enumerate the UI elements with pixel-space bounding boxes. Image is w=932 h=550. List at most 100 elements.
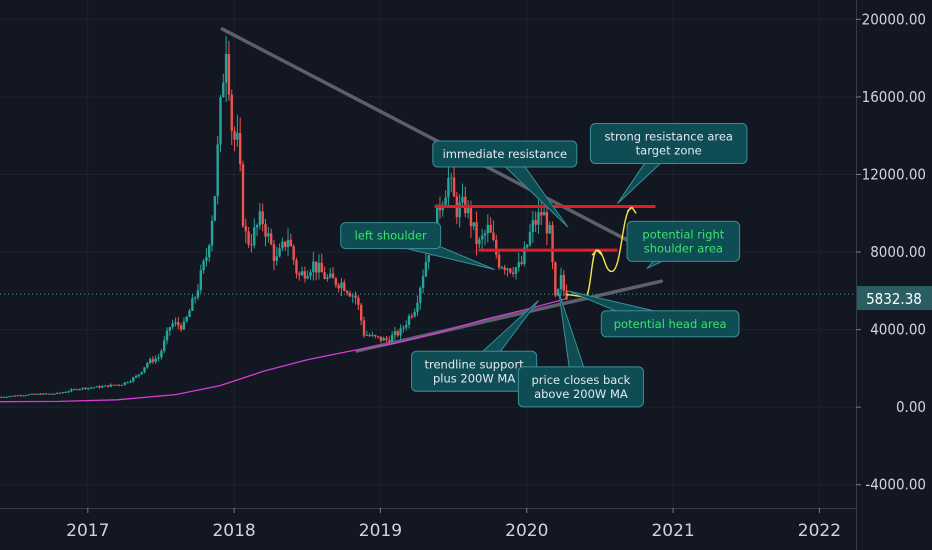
candle-body <box>396 331 399 336</box>
candle-body <box>202 260 205 271</box>
callout-box <box>340 222 442 250</box>
candle-body <box>351 295 354 297</box>
candle-body <box>199 270 202 291</box>
candle-body <box>489 224 492 233</box>
callout-box <box>589 122 748 164</box>
candle-body <box>492 232 495 240</box>
y-tick-label: 8000.00 <box>870 243 926 261</box>
candle-body <box>416 302 419 312</box>
candle-body <box>171 323 174 328</box>
candle-body <box>75 389 79 391</box>
candle-body <box>98 386 101 388</box>
candle-body <box>230 94 233 131</box>
candle-body <box>72 389 76 391</box>
candle-body <box>531 220 535 233</box>
y-tick-label: 0.00 <box>896 398 926 416</box>
candle-body <box>447 178 450 198</box>
candle-body <box>528 232 532 245</box>
candle-body <box>300 271 304 276</box>
candle-body <box>298 273 301 276</box>
callout-text-left-shoulder: left shoulder <box>355 229 427 243</box>
candle-body <box>348 293 352 297</box>
candle-body <box>241 164 245 227</box>
candle-body <box>53 393 56 395</box>
candle-body <box>427 255 430 262</box>
candle-body <box>393 331 397 336</box>
x-tick-label: 2019 <box>359 521 402 541</box>
candle-body <box>374 335 377 337</box>
candle-body <box>84 387 87 390</box>
candle-body <box>140 371 143 375</box>
candle-body <box>132 377 135 382</box>
candle-body <box>320 262 323 273</box>
y-tick-label: 12000.00 <box>862 166 926 184</box>
ma-layer <box>0 297 567 403</box>
candle-body <box>475 222 478 245</box>
candle-body <box>345 290 349 294</box>
candle-body <box>329 273 332 278</box>
projection-arrowhead <box>591 249 603 256</box>
candle-body <box>326 277 329 279</box>
ma-200w-line <box>0 297 567 403</box>
candle-body <box>109 384 112 387</box>
candle-body <box>371 335 374 337</box>
candle-body <box>500 267 504 269</box>
trendline <box>355 279 664 353</box>
candle-body <box>261 211 264 224</box>
candle-body <box>70 389 73 392</box>
candle-body <box>399 328 402 336</box>
candle-body <box>238 132 242 165</box>
candle-body <box>67 391 70 393</box>
candle-body <box>50 393 53 395</box>
candle-body <box>503 267 506 270</box>
candle-body <box>323 272 326 279</box>
candle-body <box>343 282 346 291</box>
candle-body <box>452 177 456 197</box>
candle-body <box>337 284 340 289</box>
candle-body <box>281 241 284 249</box>
candle-body <box>11 395 14 397</box>
candle-body <box>123 382 127 385</box>
y-axis[interactable]: 20000.00 16000.00 12000.00 8000.00 4000.00 0.… <box>856 10 926 494</box>
candle-body <box>478 239 481 245</box>
candle-body <box>191 298 194 311</box>
candle-body <box>19 395 22 397</box>
candle-body <box>255 225 259 228</box>
callout-box <box>517 366 644 408</box>
candle-body <box>390 335 394 342</box>
candle-body <box>534 220 537 225</box>
candle-body <box>331 273 335 279</box>
candle-body <box>562 275 565 291</box>
candle-body <box>101 386 104 388</box>
candle-body <box>61 392 65 394</box>
callout-text-price-closes: above 200W MA <box>534 387 628 401</box>
candle-body <box>435 204 439 236</box>
candle-body <box>357 297 360 305</box>
candle-body <box>44 393 48 395</box>
candle-body <box>16 395 20 397</box>
callout-text-right-shoulder: shoulder area <box>644 241 723 255</box>
candle-layer <box>0 36 568 398</box>
candle-body <box>13 395 17 397</box>
x-axis[interactable]: 2017 2018 2019 2020 2021 2022 <box>66 508 841 541</box>
candle-body <box>253 227 256 246</box>
candle-body <box>278 248 281 257</box>
candle-body <box>165 330 169 341</box>
candle-body <box>126 382 129 384</box>
callout-text-strong-resistance: target zone <box>636 143 702 157</box>
candle-body <box>264 223 267 237</box>
candle-body <box>464 196 467 214</box>
candle-body <box>483 233 487 236</box>
candle-body <box>95 386 98 388</box>
candle-body <box>58 392 62 394</box>
candle-body <box>129 381 132 383</box>
candle-body <box>267 233 270 237</box>
candle-body <box>526 244 529 248</box>
candle-body <box>151 359 155 362</box>
callout-text-immediate-resistance: immediate resistance <box>443 147 567 161</box>
candle-body <box>461 196 464 203</box>
candle-body <box>250 244 253 246</box>
candle-body <box>444 197 447 205</box>
projection-arrowhead <box>626 206 637 214</box>
